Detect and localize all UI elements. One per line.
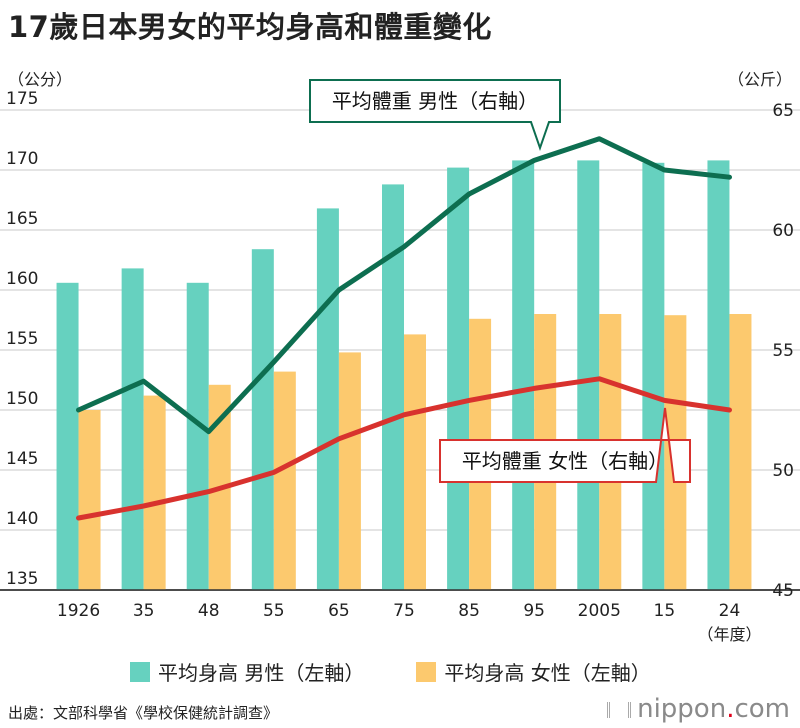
- left-tick-label: 175: [6, 89, 38, 109]
- bar-female-height: [78, 410, 101, 590]
- bar-male-height: [642, 162, 665, 591]
- legend-item-male-height: 平均身高 男性（左軸）: [130, 657, 364, 686]
- bar-male-height: [382, 184, 404, 590]
- chart-canvas: 175 170 165 160 155 150 145 140 135 65 60 55 50 45 192…: [0, 79, 800, 644]
- bar-male-height: [251, 249, 274, 590]
- x-axis-unit: （年度）: [697, 625, 761, 644]
- source-note: 出處：文部科學省《學校保健統計調查》: [8, 704, 279, 722]
- x-tick-label: 35: [133, 601, 155, 621]
- male-weight-callout-box: [309, 79, 561, 152]
- bar-male-height: [447, 167, 470, 590]
- male-weight-callout-text: 平均體重 男性（右軸）: [332, 89, 538, 113]
- x-tick-label: 24: [719, 601, 741, 621]
- bar-female-height: [729, 314, 752, 590]
- bar-female-height: [338, 352, 361, 590]
- legend-swatch-male-height: [130, 661, 150, 682]
- bar-male-height: [577, 160, 600, 590]
- bar-male-height: [512, 160, 535, 590]
- x-tick-label: 2005: [578, 601, 621, 621]
- bar-series: [0, 160, 800, 591]
- bar-female-height: [143, 395, 166, 590]
- brand-name: nippon: [637, 694, 727, 724]
- x-tick-label: 95: [523, 601, 545, 621]
- brand-tld: com: [734, 694, 790, 724]
- axis-labels: 175 170 165 160 155 150 145 140 135 65 60 55 50 45 192…: [6, 89, 794, 644]
- right-tick-label: 45: [772, 581, 794, 601]
- x-tick-label: 55: [263, 601, 285, 621]
- left-axis-unit: （公分）: [8, 70, 73, 89]
- left-tick-label: 165: [6, 209, 38, 229]
- left-tick-label: 160: [6, 269, 38, 289]
- right-tick-label: 60: [772, 221, 794, 241]
- left-tick-label: 155: [6, 329, 38, 349]
- bar-female-height: [404, 334, 426, 590]
- left-tick-label: 170: [6, 149, 38, 169]
- line-male-weight: [76, 136, 732, 435]
- x-tick-label: 75: [393, 601, 415, 621]
- nippon-mark-icon: [607, 701, 632, 718]
- bar-male-height: [316, 208, 339, 590]
- line-female-weight: [76, 376, 732, 521]
- legend-label-female-height: 平均身高 女性（左軸）: [444, 661, 651, 685]
- brand-dot: .: [726, 694, 735, 724]
- left-tick-label: 135: [6, 569, 38, 589]
- legend-label-male-height: 平均身高 男性（左軸）: [158, 661, 365, 685]
- right-tick-label: 65: [772, 101, 794, 121]
- right-tick-label: 50: [772, 461, 794, 481]
- bar-male-height: [186, 282, 209, 590]
- x-tick-label: 85: [458, 601, 480, 621]
- left-tick-label: 150: [6, 389, 38, 409]
- female-weight-callout-box: [439, 407, 691, 483]
- callouts: 平均體重 男性（右軸） 平均體重 女性（右軸）: [309, 79, 691, 483]
- line-series: [76, 136, 732, 521]
- bar-male-height: [121, 268, 144, 590]
- x-tick-label: 1926: [57, 601, 100, 621]
- bar-male-height: [707, 160, 730, 590]
- legend: 平均身高 男性（左軸） 平均身高 女性（左軸）: [130, 657, 703, 686]
- bar-male-height: [56, 282, 79, 590]
- left-tick-label: 145: [6, 449, 38, 469]
- brand-logo: nippon.com: [607, 694, 790, 724]
- bar-female-height: [273, 371, 296, 590]
- x-tick-label: 15: [654, 601, 676, 621]
- legend-swatch-female-height: [416, 661, 437, 682]
- legend-item-female-height: 平均身高 女性（左軸）: [416, 657, 651, 686]
- x-tick-label: 48: [198, 601, 220, 621]
- right-tick-label: 55: [772, 341, 794, 361]
- left-tick-label: 140: [6, 509, 38, 529]
- right-axis-unit: （公斤）: [727, 70, 792, 89]
- female-weight-callout-text: 平均體重 女性（右軸）: [462, 449, 668, 473]
- chart-title: 17歲日本男女的平均身高和體重變化: [8, 10, 492, 44]
- x-tick-label: 65: [328, 601, 350, 621]
